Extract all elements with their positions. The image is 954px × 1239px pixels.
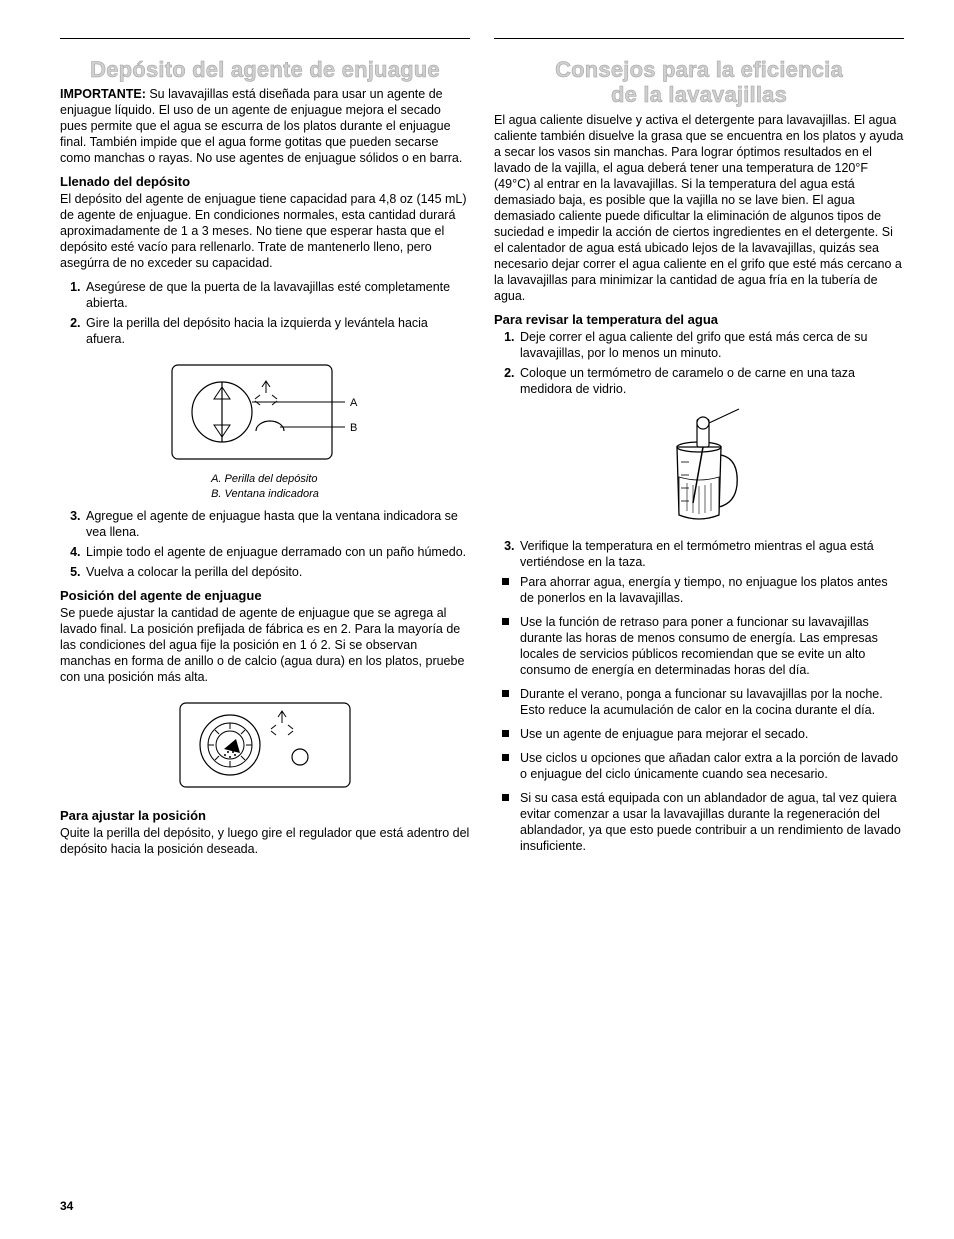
list-item: Use ciclos u opciones que añadan calor e… [502, 750, 904, 782]
left-sub3-p: Quite la perilla del depósito, y luego g… [60, 825, 470, 857]
list-item: Coloque un termómetro de caramelo o de c… [518, 365, 904, 397]
position-diagram-icon [170, 695, 360, 795]
left-heading: Depósito del agente de enjuague [60, 57, 470, 82]
fig1-caption-a: A. Perilla del depósito [211, 473, 317, 485]
left-sub2-p: Se puede ajustar la cantidad de agente d… [60, 605, 470, 685]
figure-thermometer [494, 407, 904, 532]
left-list1: Asegúrese de que la puerta de la lavavaj… [60, 279, 470, 347]
list-item: Gire la perilla del depósito hacia la iz… [84, 315, 470, 347]
list-item: Agregue el agente de enjuague hasta que … [84, 508, 470, 540]
right-bullets: Para ahorrar agua, energía y tiempo, no … [494, 574, 904, 854]
right-heading-l1: Consejos para la eficiencia [555, 57, 843, 82]
right-intro: El agua caliente disuelve y activa el de… [494, 112, 904, 304]
left-sub1-p: El depósito del agente de enjuague tiene… [60, 191, 470, 271]
list-item: Limpie todo el agente de enjuague derram… [84, 544, 470, 560]
rule-left [60, 38, 470, 39]
importante-label: IMPORTANTE: [60, 87, 146, 101]
list-item: Si su casa está equipada con un ablandad… [502, 790, 904, 854]
list-item: Use un agente de enjuague para mejorar e… [502, 726, 904, 742]
fig1-caption-b: B. Ventana indicadora [211, 488, 319, 500]
fig1-label-b: B [350, 422, 357, 434]
right-column: Consejos para la eficiencia de la lavava… [494, 47, 904, 865]
list-item: Vuelva a colocar la perilla del depósito… [84, 564, 470, 580]
top-rules [60, 38, 904, 39]
columns: Depósito del agente de enjuague IMPORTAN… [60, 47, 904, 865]
list-item: Use la función de retraso para poner a f… [502, 614, 904, 678]
fig1-label-a: A [350, 397, 358, 409]
list-item: Durante el verano, ponga a funcionar su … [502, 686, 904, 718]
page-number: 34 [60, 1199, 73, 1213]
right-sub1: Para revisar la temperatura del agua [494, 312, 904, 327]
list-item: Asegúrese de que la puerta de la lavavaj… [84, 279, 470, 311]
left-list1b: Agregue el agente de enjuague hasta que … [60, 508, 470, 580]
list-item: Para ahorrar agua, energía y tiempo, no … [502, 574, 904, 606]
left-sub1: Llenado del depósito [60, 174, 470, 189]
left-sub3: Para ajustar la posición [60, 808, 470, 823]
right-list1b: Verifique la temperatura en el termómetr… [494, 538, 904, 570]
dispenser-diagram-icon: A B [160, 357, 370, 467]
right-list1: Deje correr el agua caliente del grifo q… [494, 329, 904, 397]
rule-right [494, 38, 904, 39]
list-item: Deje correr el agua caliente del grifo q… [518, 329, 904, 361]
fig1-caption: A. Perilla del depósito B. Ventana indic… [211, 472, 319, 501]
right-heading: Consejos para la eficiencia de la lavava… [494, 57, 904, 108]
figure-position [60, 695, 470, 800]
page: Depósito del agente de enjuague IMPORTAN… [0, 0, 954, 1239]
right-heading-l2: de la lavavajillas [611, 82, 787, 107]
left-sub2: Posición del agente de enjuague [60, 588, 470, 603]
importante-paragraph: IMPORTANTE: Su lavavajillas está diseñad… [60, 86, 470, 166]
thermometer-cup-icon [639, 407, 759, 527]
figure-dispenser: A B A. Perilla del depósito B. Ventana i… [60, 357, 470, 501]
list-item: Verifique la temperatura en el termómetr… [518, 538, 904, 570]
left-column: Depósito del agente de enjuague IMPORTAN… [60, 47, 470, 865]
